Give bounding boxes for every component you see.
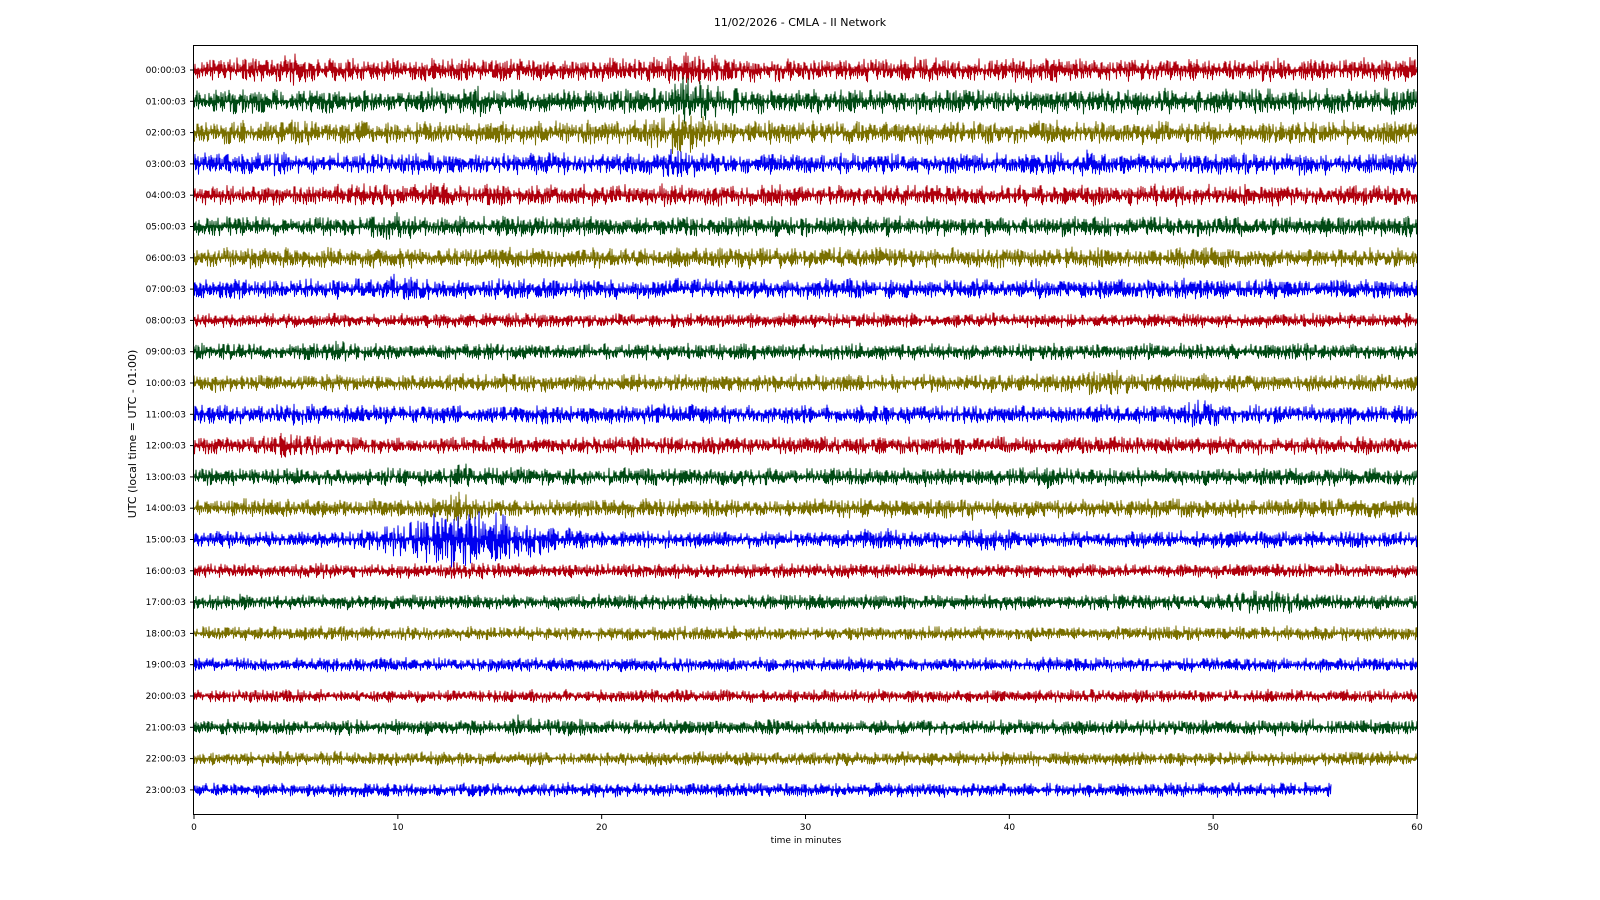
y-tick-label: 20:00:03 xyxy=(146,692,186,702)
x-tick-label: 30 xyxy=(800,823,812,833)
y-tick-label: 05:00:03 xyxy=(146,223,186,233)
chart-title: 11/02/2026 - CMLA - II Network xyxy=(714,16,887,29)
y-tick-label: 21:00:03 xyxy=(146,723,186,733)
y-tick-label: 23:00:03 xyxy=(146,786,186,796)
trace-row-14 xyxy=(193,491,1418,527)
seismic-traces xyxy=(193,52,1418,798)
trace-row-6 xyxy=(193,246,1418,270)
y-tick-label: 14:00:03 xyxy=(146,504,186,514)
x-tick-label: 50 xyxy=(1207,823,1219,833)
y-tick-label: 04:00:03 xyxy=(146,191,186,201)
trace-row-1 xyxy=(193,76,1418,124)
trace-row-19 xyxy=(193,656,1418,673)
y-tick-label: 15:00:03 xyxy=(146,536,186,546)
x-tick-label: 40 xyxy=(1004,823,1016,833)
y-tick-label: 06:00:03 xyxy=(146,254,186,264)
trace-row-3 xyxy=(193,148,1418,178)
x-axis-ticks: 0 10 20 30 40 50 60 xyxy=(191,815,1423,833)
trace-row-12 xyxy=(193,432,1418,458)
y-tick-label: 11:00:03 xyxy=(146,410,186,420)
trace-row-5 xyxy=(193,212,1418,240)
trace-row-20 xyxy=(193,688,1418,704)
plot-frame xyxy=(193,45,1418,815)
trace-row-4 xyxy=(193,182,1418,208)
y-tick-label: 22:00:03 xyxy=(146,755,186,765)
trace-row-23 xyxy=(193,781,1332,798)
y-tick-label: 07:00:03 xyxy=(146,285,186,295)
trace-row-10 xyxy=(193,369,1418,396)
y-tick-label: 17:00:03 xyxy=(146,598,186,608)
y-tick-label: 12:00:03 xyxy=(146,442,186,452)
y-axis-label: UTC (local time = UTC - 01:00) xyxy=(126,350,139,519)
x-tick-label: 20 xyxy=(596,823,608,833)
y-tick-label: 18:00:03 xyxy=(146,629,186,639)
trace-row-13 xyxy=(193,463,1418,490)
x-tick-label: 60 xyxy=(1411,823,1423,833)
trace-row-11 xyxy=(193,399,1418,428)
y-tick-label: 02:00:03 xyxy=(146,129,186,139)
y-tick-label: 00:00:03 xyxy=(146,66,186,76)
trace-row-22 xyxy=(193,750,1418,767)
y-tick-label: 19:00:03 xyxy=(146,661,186,671)
trace-row-15 xyxy=(193,511,1418,568)
x-tick-label: 10 xyxy=(392,823,404,833)
trace-row-16 xyxy=(193,561,1418,580)
y-tick-label: 13:00:03 xyxy=(146,473,186,483)
trace-row-21 xyxy=(193,714,1418,737)
x-axis-label: time in minutes xyxy=(771,836,842,846)
y-tick-label: 08:00:03 xyxy=(146,316,186,326)
trace-row-18 xyxy=(193,625,1418,642)
x-tick-label: 0 xyxy=(191,823,197,833)
y-axis-ticks: 00:00:03 01:00:03 02:00:03 03:00:03 04:00:03… xyxy=(146,66,194,796)
trace-row-7 xyxy=(193,273,1418,301)
trace-row-17 xyxy=(193,590,1418,614)
y-tick-label: 16:00:03 xyxy=(146,567,186,577)
y-tick-label: 10:00:03 xyxy=(146,379,186,389)
trace-row-9 xyxy=(193,340,1418,362)
y-tick-label: 03:00:03 xyxy=(146,160,186,170)
y-tick-label: 09:00:03 xyxy=(146,348,186,358)
trace-row-0 xyxy=(193,52,1418,86)
trace-row-8 xyxy=(193,312,1418,329)
trace-row-2 xyxy=(193,114,1418,154)
y-tick-label: 01:00:03 xyxy=(146,97,186,107)
